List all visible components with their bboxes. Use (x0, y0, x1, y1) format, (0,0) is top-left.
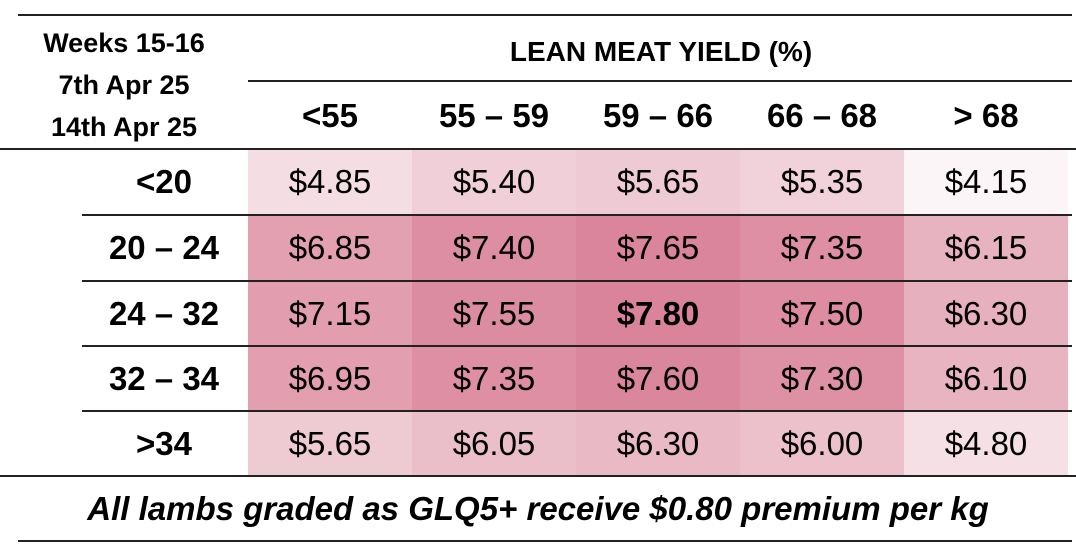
column-header-2: 55 – 59 (438, 97, 550, 134)
column-header-1: <55 (302, 97, 358, 134)
price-cell: $5.35 (740, 150, 904, 214)
row-header-5: >34 (136, 424, 192, 462)
rule-top (18, 14, 1072, 16)
row-header-1: <20 (136, 163, 192, 200)
price-cell: $5.40 (412, 150, 576, 214)
period-start: 7th Apr 25 (58, 70, 190, 100)
period-label: Weeks 15-16 7th Apr 25 14th Apr 25 (18, 22, 230, 148)
rule-under-headers (0, 148, 1076, 150)
price-cell: $6.05 (412, 412, 576, 475)
price-cell: $7.40 (412, 216, 576, 280)
rule-row-1 (82, 214, 1072, 216)
period-weeks: Weeks 15-16 (43, 28, 205, 58)
price-cell: $7.80 (576, 282, 740, 345)
price-cell: $6.30 (904, 282, 1068, 345)
price-cell: $7.15 (248, 282, 412, 345)
price-cell: $6.30 (576, 412, 740, 475)
price-cell: $4.15 (904, 150, 1068, 214)
price-cell: $7.55 (412, 282, 576, 345)
rule-row-2 (82, 280, 1072, 282)
price-cell: $7.35 (412, 347, 576, 410)
row-header-2: 20 – 24 (108, 229, 220, 266)
price-cell: $5.65 (248, 412, 412, 475)
row-header-3: 24 – 32 (108, 294, 220, 332)
price-cell: $7.35 (740, 216, 904, 280)
price-cell: $4.80 (904, 412, 1068, 475)
price-cell: $4.85 (248, 150, 412, 214)
rule-bottom (18, 540, 1072, 542)
column-header-5: > 68 (953, 97, 1019, 134)
column-header-4: 66 – 68 (766, 97, 878, 134)
rule-row-4 (82, 410, 1072, 412)
period-end: 14th Apr 25 (50, 112, 198, 142)
price-cell: $5.65 (576, 150, 740, 214)
price-cell: $7.65 (576, 216, 740, 280)
rule-under-title (248, 80, 1072, 82)
price-cell: $6.10 (904, 347, 1068, 410)
price-cell: $6.85 (248, 216, 412, 280)
price-cell: $6.00 (740, 412, 904, 475)
price-cell: $7.50 (740, 282, 904, 345)
price-cell: $6.95 (248, 347, 412, 410)
lean-meat-yield-title: LEAN MEAT YIELD (%) (509, 36, 813, 67)
price-cell: $7.60 (576, 347, 740, 410)
rule-row-3 (82, 345, 1072, 347)
price-cell: $6.15 (904, 216, 1068, 280)
rule-bottom-table (0, 475, 1076, 477)
column-header-3: 59 – 66 (602, 97, 714, 134)
price-cell: $7.30 (740, 347, 904, 410)
row-header-4: 32 – 34 (108, 359, 220, 397)
footer-note: All lambs graded as GLQ5+ receive $0.80 … (87, 490, 989, 527)
